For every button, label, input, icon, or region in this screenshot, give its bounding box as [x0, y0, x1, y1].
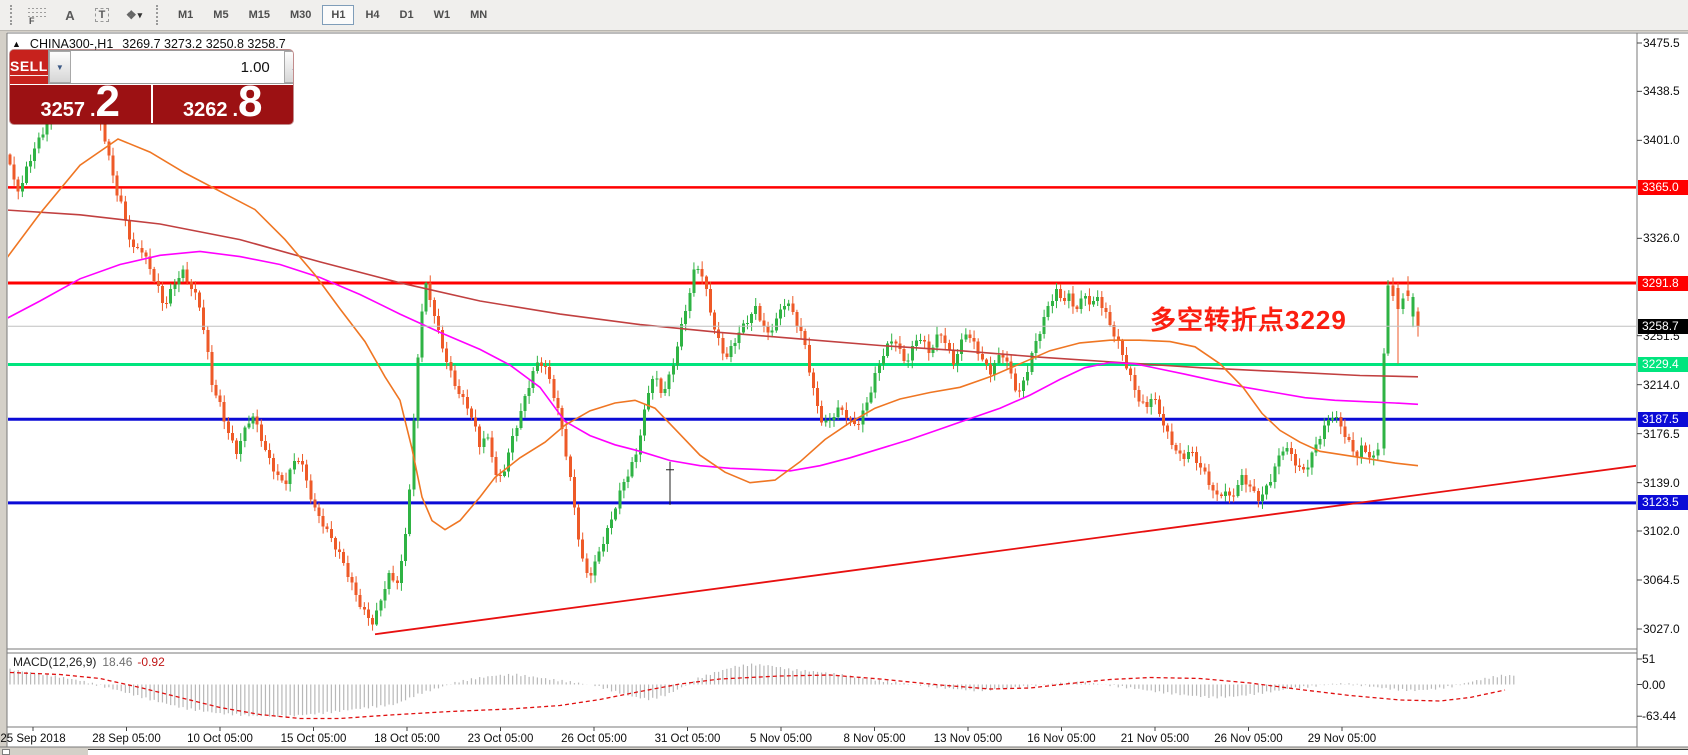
price-tick-label: 3475.5	[1643, 36, 1680, 50]
macd-tick-label: 0.00	[1642, 677, 1666, 692]
time-axis-label: 13 Nov 05:00	[933, 733, 1003, 745]
time-axis-label: 28 Sep 05:00	[92, 733, 161, 745]
timeframe-h1[interactable]: H1	[322, 5, 355, 25]
quote-ohlc: 3269.7 3273.2 3250.8 3258.7	[122, 37, 286, 51]
timeframe-m15[interactable]: M15	[240, 5, 279, 25]
time-axis-label: 18 Oct 05:00	[374, 733, 440, 745]
time-axis-label: 25 Sep 2018	[0, 733, 66, 745]
price-tick-label: 3176.5	[1643, 426, 1680, 441]
chart-annotation-text: 多空转折点3229	[1150, 305, 1347, 335]
macd-tick-label: -63.44	[1642, 709, 1677, 724]
price-level-tag: 3123.5	[1638, 495, 1688, 511]
time-axis-label: 5 Nov 05:00	[749, 733, 813, 745]
volume-down-button[interactable]: ▼	[48, 51, 71, 83]
timeframe-m1[interactable]: M1	[169, 5, 202, 25]
price-level-tag: 3229.4	[1638, 357, 1688, 373]
text-tool-icon[interactable]: A	[65, 7, 75, 23]
timeframe-w1[interactable]: W1	[425, 5, 460, 25]
price-level-tag: 3365.0	[1638, 179, 1688, 195]
time-axis-label: 26 Nov 05:00	[1214, 733, 1283, 745]
time-axis-label: 26 Oct 05:00	[561, 733, 627, 745]
timeframe-mn[interactable]: MN	[461, 5, 496, 25]
sell-button[interactable]: SELL	[10, 50, 48, 84]
sell-price[interactable]: 3257. 2	[40, 77, 121, 124]
volume-control: ▼ ▲	[47, 50, 293, 84]
price-divider	[150, 85, 153, 123]
toolbar-grip-2[interactable]	[156, 5, 162, 25]
label-tool-icon[interactable]: T	[89, 4, 115, 26]
price-tick-label: 3064.5	[1643, 573, 1680, 587]
price-tick-label: 3214.0	[1643, 377, 1680, 392]
one-click-trade-panel: SELL ▼ ▲ BUY 3257.2 3262.8	[10, 50, 293, 124]
macd-signal-value: -0.92	[137, 655, 165, 669]
lower-panel-edge	[88, 749, 1688, 755]
fibonacci-icon[interactable]: F	[25, 4, 51, 26]
trade-button-row: SELL ▼ ▲ BUY	[10, 50, 293, 85]
time-axis-label: 10 Oct 05:00	[187, 733, 253, 745]
toolbar: F A T ❖ ▾ M1 M5 M15 M30 H1 H4 D1 W1 MN	[0, 0, 1688, 31]
time-axis-label: 15 Oct 05:00	[280, 733, 347, 745]
price-tick-label: 3401.0	[1643, 133, 1680, 148]
bottom-strip	[0, 748, 1688, 755]
price-level-tag: 3187.5	[1638, 411, 1688, 427]
time-axis-label: 21 Nov 05:00	[1120, 733, 1190, 745]
macd-main-value: 18.46	[102, 655, 133, 669]
timeframe-m5[interactable]: M5	[204, 5, 237, 25]
symbol-title: CHINA300-,H1	[29, 37, 114, 51]
price-level-tag: 3291.8	[1638, 275, 1688, 291]
time-axis-label: 29 Nov 05:00	[1307, 733, 1377, 745]
splitter-handle[interactable]	[2, 749, 10, 755]
spin-up-icon: ▲	[291, 63, 293, 72]
price-tick-label: 3027.0	[1643, 622, 1680, 636]
macd-indicator-label: MACD(12,26,9) 18.46 -0.92	[13, 655, 165, 669]
price-level-tag: 3258.7	[1638, 318, 1688, 334]
time-axis-label: 23 Oct 05:00	[467, 733, 534, 745]
timeframe-h4[interactable]: H4	[356, 5, 388, 25]
collapse-triangle-icon[interactable]: ▲	[12, 39, 21, 49]
timeframe-m30[interactable]: M30	[281, 5, 320, 25]
spin-down-icon: ▼	[55, 62, 64, 72]
price-tick-label: 3326.0	[1643, 231, 1680, 246]
toolbar-grip[interactable]	[10, 5, 16, 25]
shapes-tool-icon[interactable]: ❖ ▾	[125, 8, 143, 22]
chevron-down-icon: ▾	[137, 9, 143, 20]
chart-canvas[interactable]	[7, 32, 1688, 747]
time-axis-label: 16 Nov 05:00	[1027, 733, 1096, 745]
buy-price[interactable]: 3262. 8	[182, 77, 263, 124]
trade-price-row: 3257. 2 3262. 8	[10, 77, 293, 124]
volume-up-button[interactable]: ▲	[283, 51, 293, 83]
macd-tick-label: 51	[1642, 652, 1656, 666]
price-tick-label: 3438.5	[1643, 84, 1680, 99]
time-axis-label: 31 Oct 05:00	[654, 733, 721, 745]
price-tick-label: 3139.0	[1643, 475, 1680, 490]
macd-name: MACD(12,26,9)	[13, 655, 97, 669]
volume-input[interactable]	[70, 51, 284, 83]
price-tick-label: 3102.0	[1643, 524, 1680, 538]
timeframe-d1[interactable]: D1	[391, 5, 423, 25]
quote-header: ▲ CHINA300-,H1 3269.7 3273.2 3250.8 3258…	[12, 37, 286, 51]
time-axis-label: 8 Nov 05:00	[843, 733, 906, 745]
